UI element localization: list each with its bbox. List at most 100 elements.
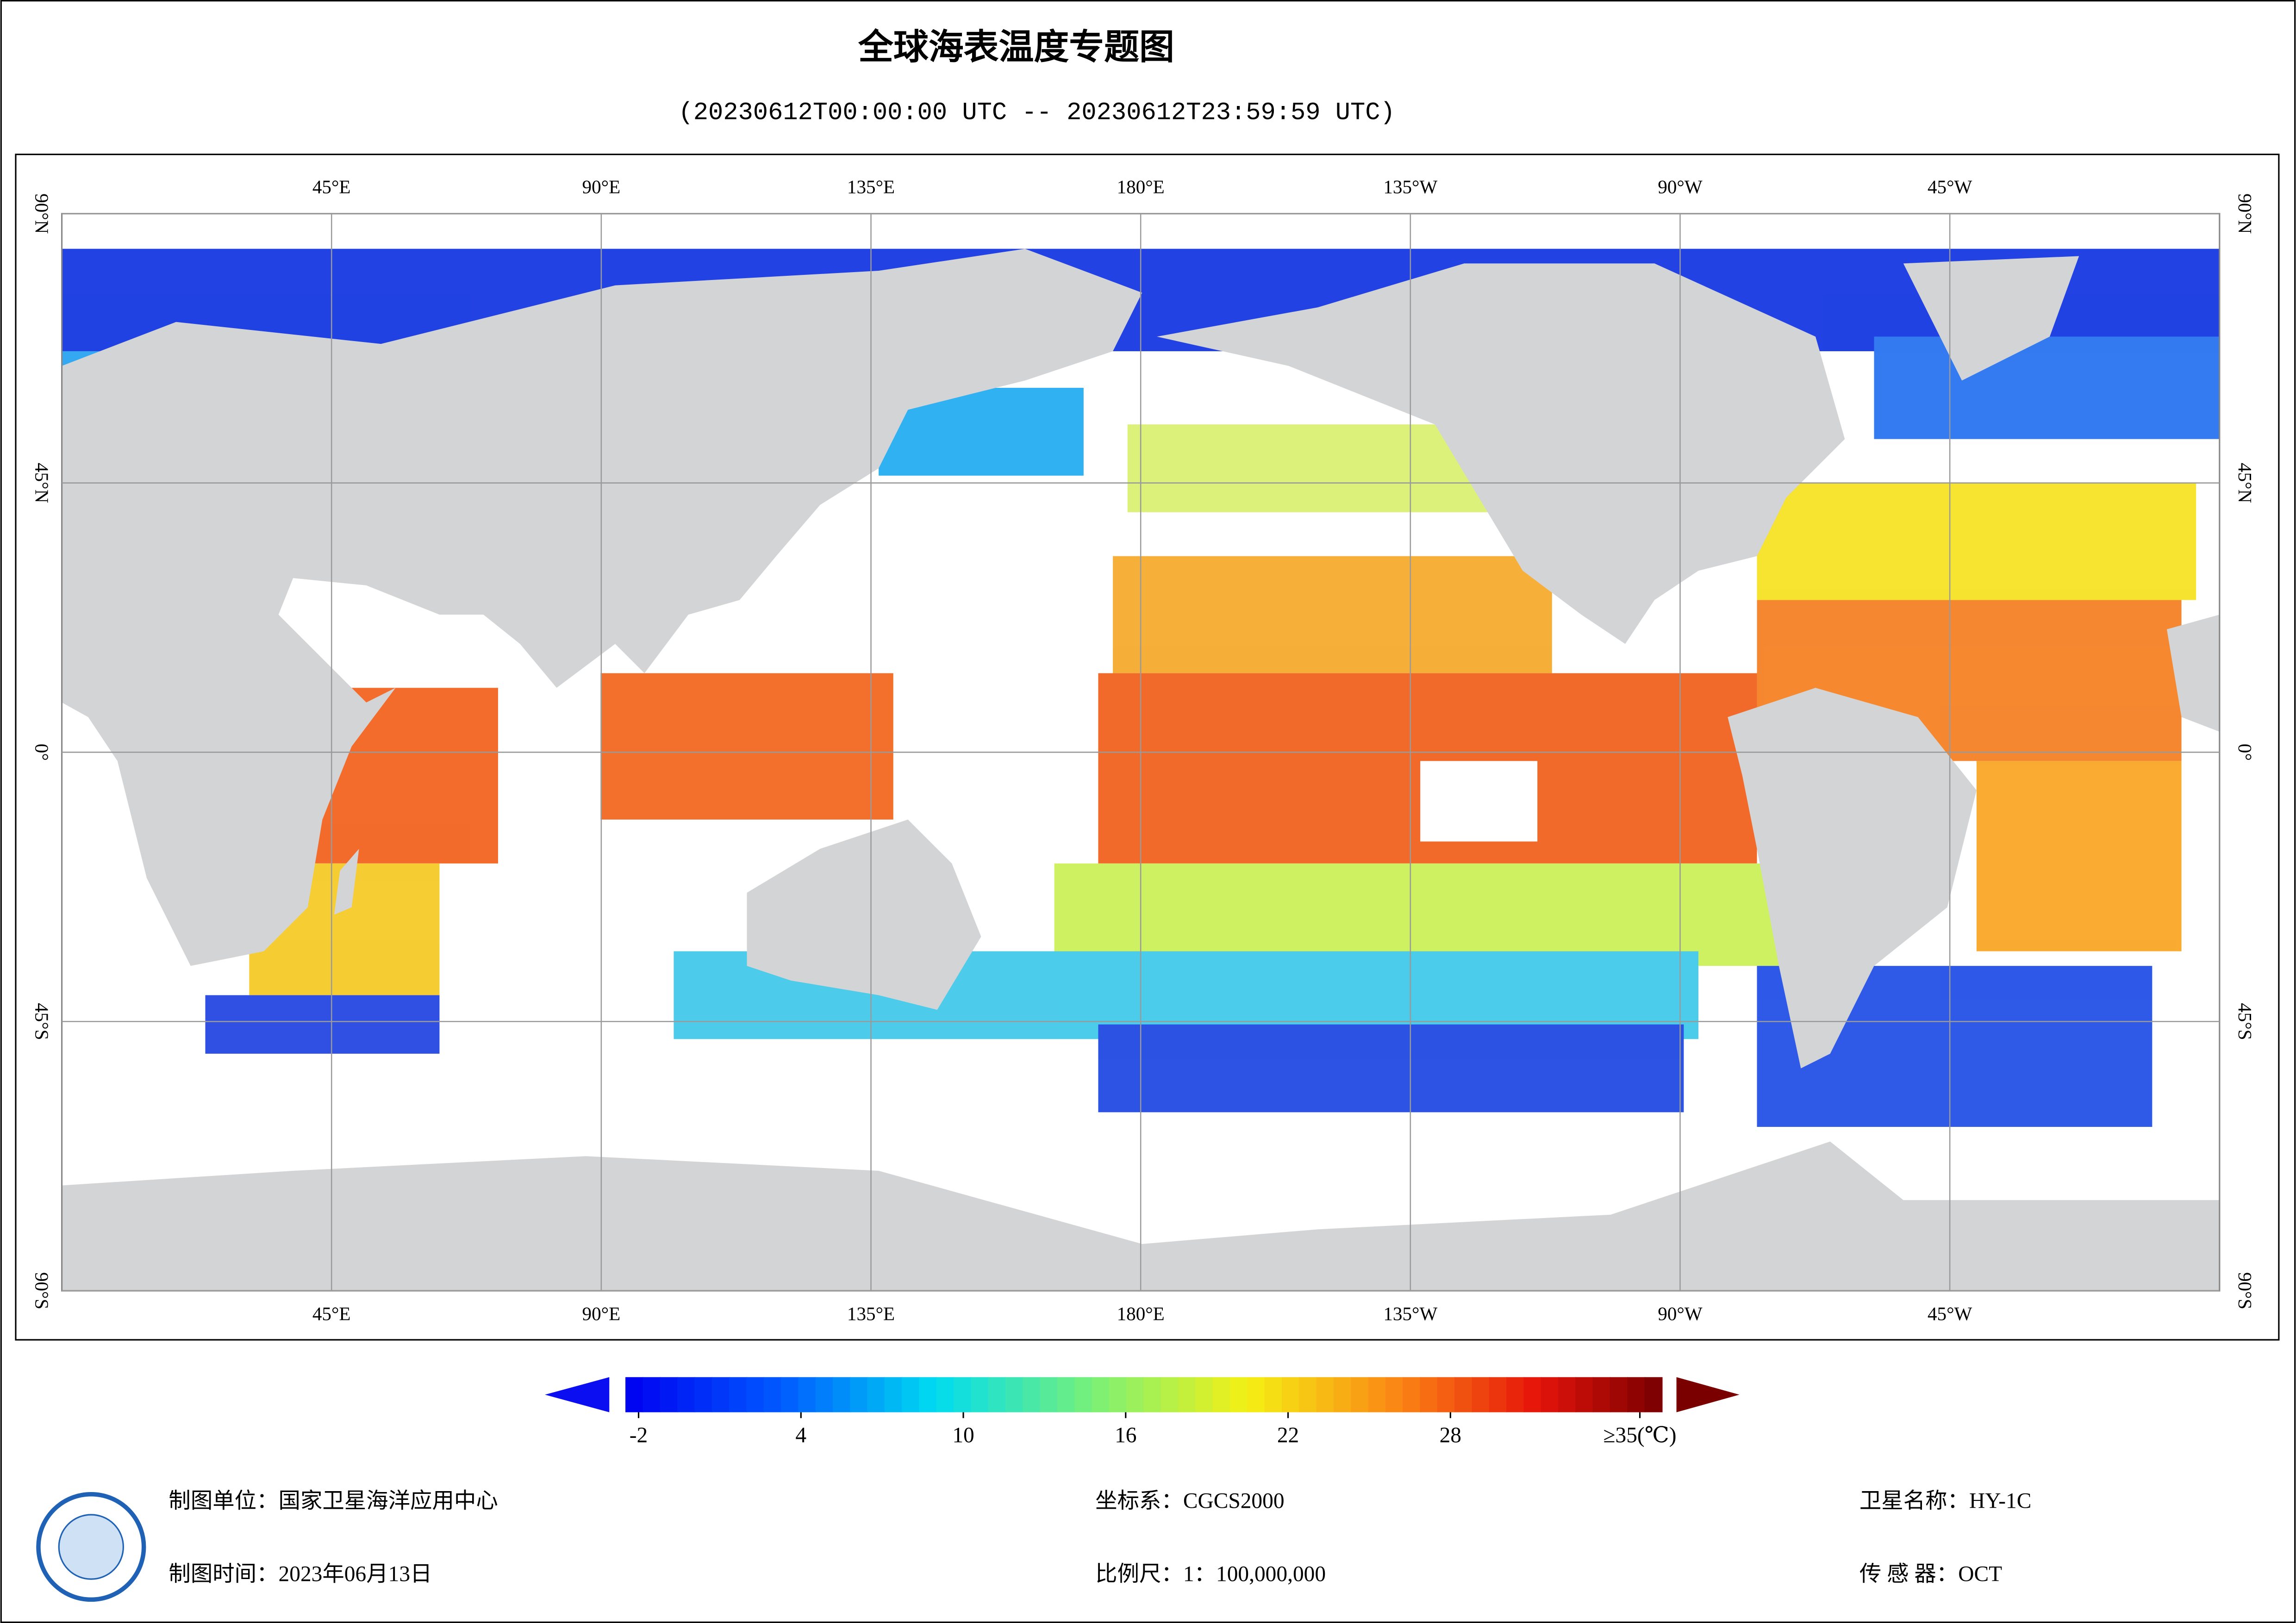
lon-label-bottom: 45°W bbox=[1928, 1303, 1972, 1324]
lon-label-bottom: 180°E bbox=[1117, 1303, 1165, 1324]
colorbar-segment bbox=[1023, 1377, 1041, 1412]
colorbar-segment bbox=[1109, 1377, 1127, 1412]
logo-inner bbox=[58, 1514, 124, 1580]
lat-label-right: 45°N bbox=[2234, 463, 2256, 503]
sensor: 传 感 器：OCT bbox=[1859, 1562, 2002, 1586]
colorbar-segment bbox=[884, 1377, 903, 1412]
colorbar-segment bbox=[729, 1377, 747, 1412]
colorbar-tick-label: 10 bbox=[952, 1423, 974, 1447]
colorbar-segment bbox=[1005, 1377, 1023, 1412]
colorbar-segment bbox=[919, 1377, 937, 1412]
map-date: 制图时间：2023年06月13日 bbox=[168, 1562, 432, 1586]
colorbar-segment bbox=[1333, 1377, 1352, 1412]
lon-label-top: 90°W bbox=[1658, 176, 1703, 197]
lon-label-top: 135°W bbox=[1383, 176, 1437, 197]
lat-label-left: 45°N bbox=[31, 463, 53, 503]
colorbar-segment bbox=[1126, 1377, 1145, 1412]
colorbar-tick-label: 4 bbox=[795, 1423, 806, 1447]
colorbar-segment bbox=[1558, 1377, 1576, 1412]
colorbar-tick-label: -2 bbox=[630, 1423, 648, 1447]
colorbar-segment bbox=[902, 1377, 920, 1412]
colorbar-segment bbox=[1178, 1377, 1197, 1412]
map-frame bbox=[15, 154, 2280, 1341]
lon-label-top: 45°E bbox=[312, 176, 351, 197]
colorbar-segment bbox=[1592, 1377, 1611, 1412]
colorbar-segment bbox=[1523, 1377, 1542, 1412]
lat-label-right: 90°S bbox=[2234, 1272, 2256, 1309]
colorbar-tick-label: 16 bbox=[1115, 1423, 1136, 1447]
colorbar-segment bbox=[1264, 1377, 1283, 1412]
colorbar-high-arrow bbox=[1676, 1377, 1740, 1412]
colorbar-segment bbox=[1212, 1377, 1231, 1412]
colorbar-segment bbox=[1040, 1377, 1058, 1412]
colorbar-segment bbox=[798, 1377, 817, 1412]
colorbar-low-arrow bbox=[545, 1377, 610, 1412]
colorbar-segment bbox=[1489, 1377, 1507, 1412]
colorbar-segment bbox=[815, 1377, 834, 1412]
colorbar-segment bbox=[763, 1377, 782, 1412]
colorbar-segment bbox=[1160, 1377, 1179, 1412]
satellite: 卫星名称：HY-1C bbox=[1859, 1489, 2031, 1513]
colorbar-tick-label: ≥35(℃) bbox=[1603, 1423, 1676, 1447]
map-unit: 制图单位：国家卫星海洋应用中心 bbox=[168, 1489, 498, 1513]
colorbar-segment bbox=[694, 1377, 713, 1412]
lat-label-left: 0° bbox=[31, 744, 53, 761]
colorbar-segment bbox=[1247, 1377, 1266, 1412]
colorbar-segment bbox=[711, 1377, 730, 1412]
lat-label-right: 0° bbox=[2234, 744, 2256, 761]
colorbar-segment bbox=[1282, 1377, 1300, 1412]
colorbar-segment bbox=[1541, 1377, 1559, 1412]
colorbar-segment bbox=[971, 1377, 989, 1412]
lon-label-bottom: 135°E bbox=[847, 1303, 895, 1324]
colorbar-segment bbox=[1385, 1377, 1404, 1412]
colorbar-segment bbox=[660, 1377, 678, 1412]
colorbar-tick-label: 28 bbox=[1440, 1423, 1461, 1447]
colorbar bbox=[545, 1377, 1740, 1412]
colorbar-segment bbox=[954, 1377, 972, 1412]
subtitle: (20230612T00:00:00 UTC -- 20230612T23:59… bbox=[679, 99, 1395, 127]
lon-label-top: 135°E bbox=[847, 176, 895, 197]
colorbar-segment bbox=[867, 1377, 886, 1412]
lat-label-left: 90°N bbox=[31, 193, 53, 234]
colorbar-segment bbox=[1092, 1377, 1110, 1412]
colorbar-segment bbox=[780, 1377, 799, 1412]
colorbar-segment bbox=[677, 1377, 695, 1412]
lon-label-bottom: 90°W bbox=[1658, 1303, 1703, 1324]
colorbar-segment bbox=[1420, 1377, 1438, 1412]
lat-label-right: 90°N bbox=[2234, 193, 2256, 234]
colorbar-segment bbox=[1368, 1377, 1386, 1412]
colorbar-segment bbox=[1506, 1377, 1525, 1412]
lon-label-top: 45°W bbox=[1928, 176, 1972, 197]
lon-label-bottom: 90°E bbox=[582, 1303, 621, 1324]
lon-label-top: 180°E bbox=[1117, 176, 1165, 197]
colorbar-segment bbox=[1299, 1377, 1317, 1412]
lon-label-bottom: 45°E bbox=[312, 1303, 351, 1324]
crs: 坐标系：CGCS2000 bbox=[1095, 1489, 1284, 1513]
lat-label-left: 45°S bbox=[31, 1003, 53, 1040]
scale: 比例尺：1：100,000,000 bbox=[1095, 1562, 1326, 1586]
colorbar-tick-label: 22 bbox=[1277, 1423, 1299, 1447]
colorbar-segment bbox=[1644, 1377, 1663, 1412]
lon-label-top: 90°E bbox=[582, 176, 621, 197]
title: 全球海表温度专题图 bbox=[858, 28, 1174, 67]
colorbar-segment bbox=[850, 1377, 868, 1412]
colorbar-segment bbox=[988, 1377, 1006, 1412]
colorbar-segment bbox=[936, 1377, 955, 1412]
colorbar-segment bbox=[746, 1377, 765, 1412]
map bbox=[61, 213, 2221, 1292]
colorbar-segment bbox=[1316, 1377, 1335, 1412]
colorbar-segment bbox=[1074, 1377, 1093, 1412]
colorbar-segment bbox=[1057, 1377, 1075, 1412]
colorbar-segment bbox=[625, 1377, 643, 1412]
colorbar-segment bbox=[1230, 1377, 1248, 1412]
colorbar-segment bbox=[1351, 1377, 1369, 1412]
colorbar-segment bbox=[1627, 1377, 1646, 1412]
colorbar-segment bbox=[643, 1377, 661, 1412]
colorbar-segment bbox=[1472, 1377, 1490, 1412]
colorbar-segment bbox=[1575, 1377, 1594, 1412]
colorbar-segment bbox=[832, 1377, 851, 1412]
colorbar-segment bbox=[1195, 1377, 1214, 1412]
colorbar-segment bbox=[1437, 1377, 1455, 1412]
footer: 制图单位：国家卫星海洋应用中心 制图时间：2023年06月13日 坐标系：CGC… bbox=[36, 1489, 2031, 1602]
